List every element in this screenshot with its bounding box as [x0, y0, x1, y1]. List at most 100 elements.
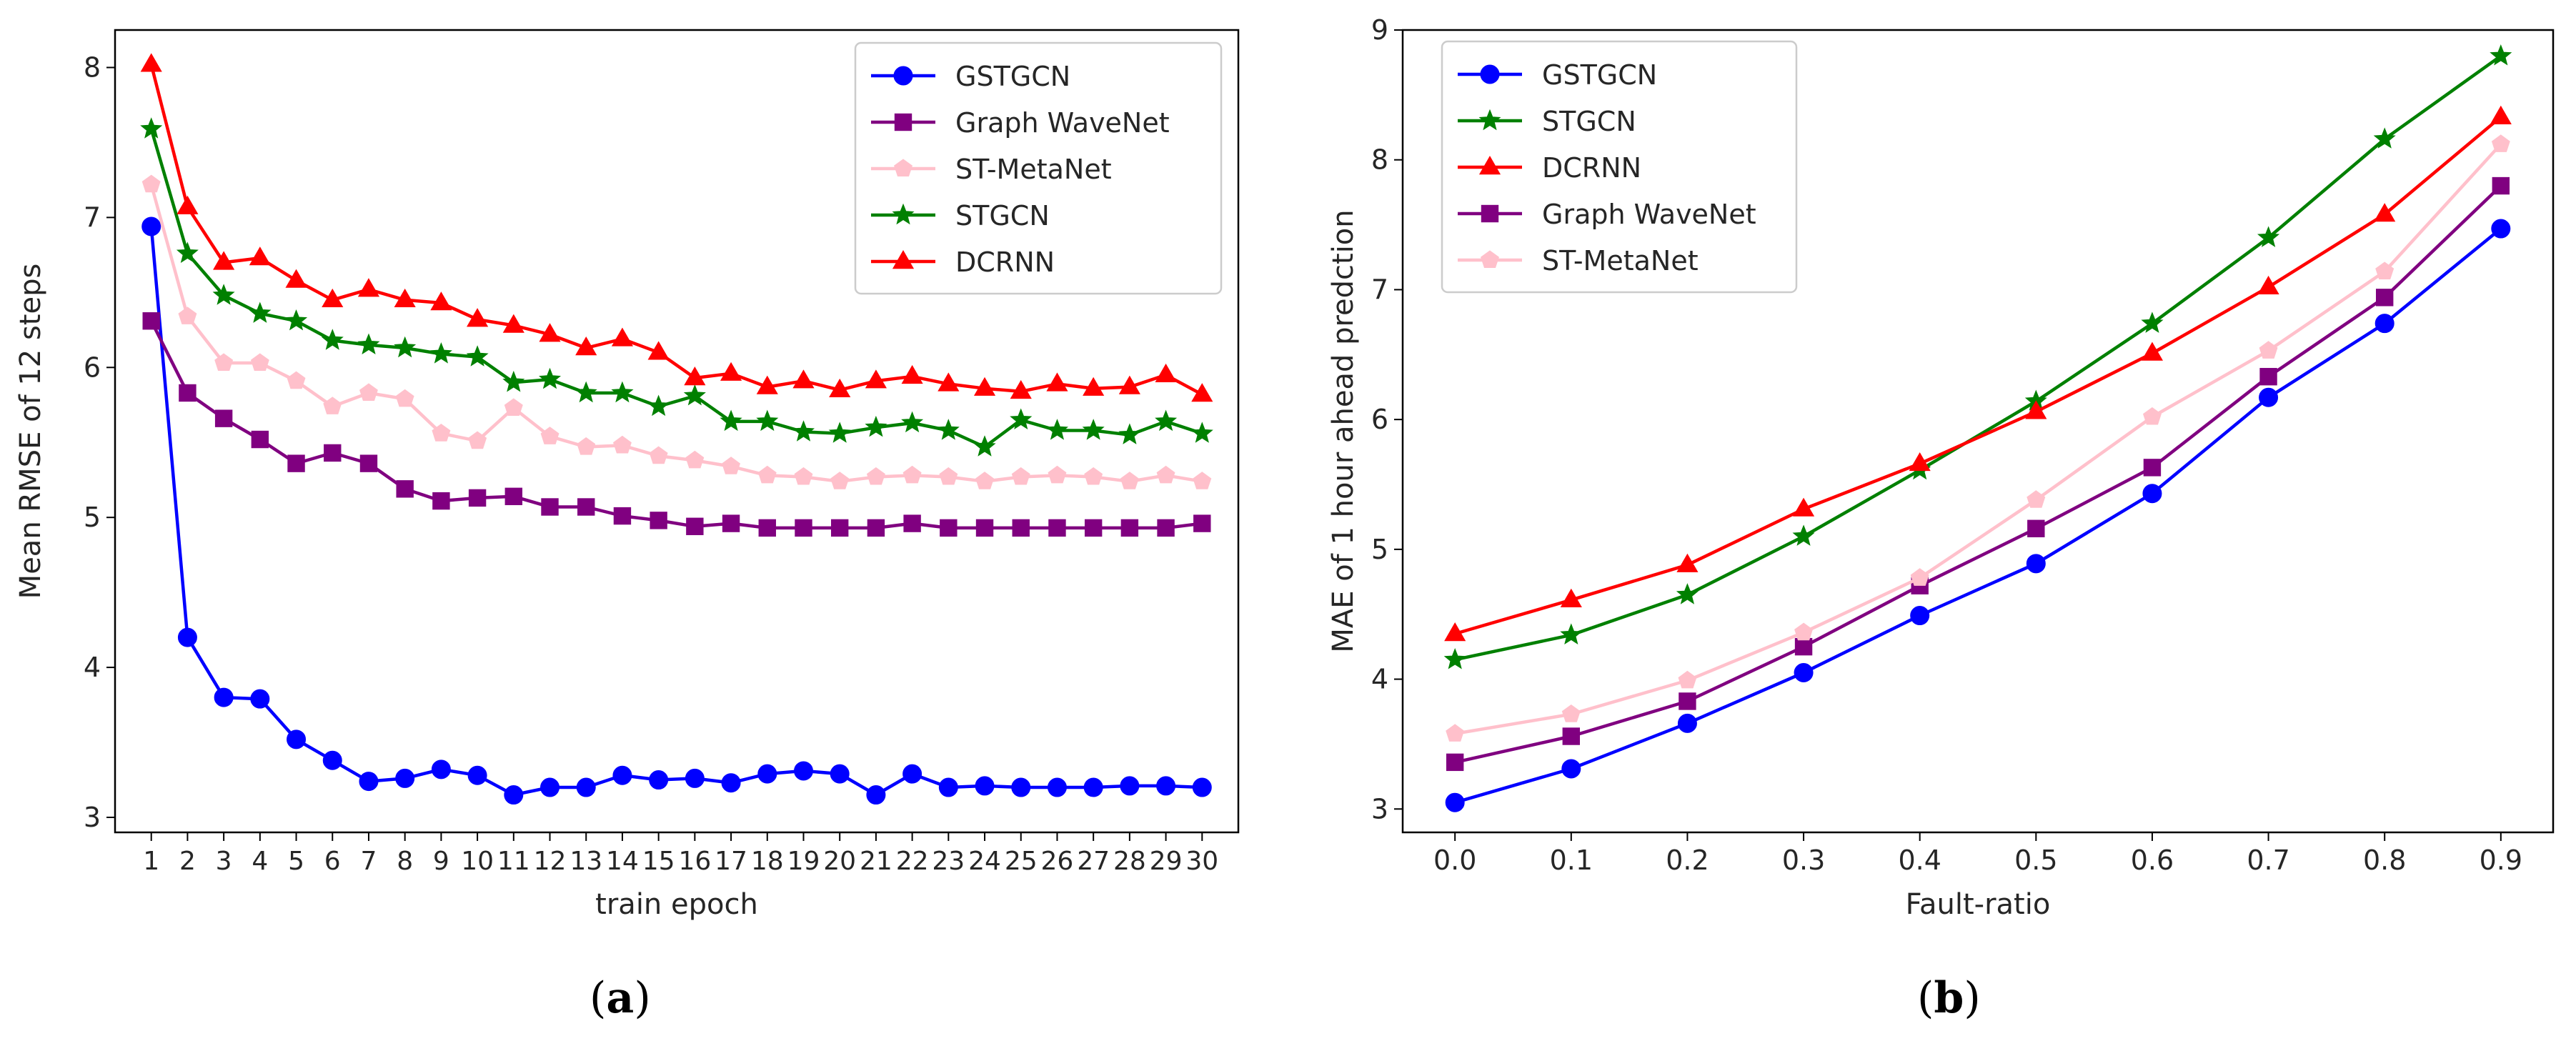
point-gstgcn-a-15: [649, 770, 669, 790]
point-stgcn-a-21: [865, 415, 887, 437]
point-graph-wavenet-a-18: [758, 519, 776, 537]
point-st-metanet-a-3: [214, 353, 234, 371]
caption-a: (a): [590, 973, 651, 1023]
point-stgcn-b-10: [2490, 44, 2512, 66]
point-graph-wavenet-a-29: [1157, 519, 1175, 537]
point-st-metanet-a-19: [794, 467, 813, 485]
point-gstgcn-b-6: [2026, 554, 2046, 574]
point-gstgcn-a-30: [1192, 777, 1212, 797]
legend-entry-graph-wavenet-b: Graph WaveNet: [1458, 199, 1756, 230]
point-gstgcn-a-3: [214, 687, 234, 707]
y-tick-label-b-4: 4: [1371, 664, 1388, 695]
x-tick-label-a-25: 25: [1005, 847, 1038, 876]
y-tick-label-b-7: 7: [1371, 274, 1388, 305]
point-graph-wavenet-b-10: [2492, 176, 2510, 195]
point-stgcn-a-14: [611, 381, 634, 403]
point-stgcn-b-7: [2141, 312, 2164, 333]
point-gstgcn-b-3: [1677, 713, 1697, 733]
x-tick-label-a-6: 6: [324, 847, 341, 876]
point-gstgcn-b-4: [1794, 662, 1814, 682]
point-dcrnn-a-28: [1118, 375, 1140, 394]
point-gstgcn-b-5: [1910, 606, 1930, 626]
point-gstgcn-a-10: [467, 765, 487, 785]
point-gstgcn-a-23: [938, 777, 958, 797]
x-tick-label-a-29: 29: [1150, 847, 1183, 876]
point-graph-wavenet-a-1: [142, 312, 160, 330]
legend-entry-st-metanet-a: ST-MetaNet: [871, 154, 1112, 185]
point-stgcn-b-4: [1792, 524, 1815, 546]
point-stgcn-a-1: [140, 117, 163, 139]
x-tick-label-a-26: 26: [1041, 847, 1074, 876]
point-st-metanet-b-7: [2143, 407, 2162, 425]
point-stgcn-b-2: [1560, 623, 1583, 645]
line-dcrnn-a: [149, 64, 1203, 397]
point-graph-wavenet-a-23: [940, 519, 958, 537]
point-graph-wavenet-a-3: [214, 409, 233, 427]
series-stgcn-b: [1443, 44, 2512, 669]
point-stgcn-a-9: [429, 342, 452, 364]
point-stgcn-a-6: [321, 329, 344, 350]
point-graph-wavenet-a-15: [650, 512, 667, 529]
legend-entry-dcrnn-b: DCRNN: [1458, 152, 1641, 184]
legend-b: GSTGCN STGCN DCRNN Graph WaveNet ST-MetaNet: [1441, 40, 1798, 294]
x-tick-label-a-7: 7: [361, 847, 377, 876]
legend-marker-gstgcn-a: [893, 66, 913, 86]
point-dcrnn-a-12: [539, 323, 561, 342]
x-tick-label-b-9: 0.8: [2363, 845, 2406, 876]
series-dcrnn-b: [1444, 105, 2512, 642]
point-st-metanet-a-8: [395, 389, 414, 407]
x-tick-label-a-15: 15: [642, 847, 675, 876]
point-dcrnn-b-7: [2141, 342, 2164, 361]
point-dcrnn-a-23: [938, 372, 960, 392]
point-dcrnn-a-5: [285, 269, 307, 288]
point-stgcn-a-17: [720, 409, 742, 432]
point-graph-wavenet-a-4: [251, 430, 269, 449]
point-stgcn-a-13: [575, 381, 597, 403]
point-stgcn-b-9: [2373, 127, 2396, 149]
point-gstgcn-a-20: [830, 764, 850, 784]
point-st-metanet-a-9: [432, 423, 451, 442]
point-dcrnn-a-3: [213, 251, 235, 270]
point-stgcn-a-28: [1118, 423, 1141, 444]
point-graph-wavenet-a-6: [324, 444, 342, 462]
line-gstgcn-b: [1454, 227, 2502, 805]
legend-entry-gstgcn-b: GSTGCN: [1458, 59, 1657, 91]
point-graph-wavenet-b-2: [1562, 727, 1581, 745]
point-st-metanet-a-21: [866, 467, 885, 485]
legend-label-dcrnn-b: DCRNN: [1542, 152, 1641, 184]
legend-entry-dcrnn-a: DCRNN: [871, 246, 1055, 278]
point-graph-wavenet-a-5: [287, 454, 305, 472]
x-tick-label-a-14: 14: [606, 847, 639, 876]
legend-entry-stgcn-a: STGCN: [871, 200, 1050, 231]
x-tick-label-a-2: 2: [179, 847, 196, 876]
x-tick-label-a-1: 1: [143, 847, 159, 876]
point-st-metanet-a-18: [757, 465, 777, 484]
point-stgcn-a-5: [284, 309, 308, 331]
x-tick-label-a-16: 16: [678, 847, 711, 876]
point-dcrnn-a-20: [829, 378, 851, 397]
point-stgcn-a-19: [792, 420, 815, 442]
point-stgcn-a-27: [1082, 419, 1105, 440]
legend-label-graph-wavenet-a: Graph WaveNet: [955, 107, 1170, 139]
point-dcrnn-a-8: [394, 288, 416, 308]
point-graph-wavenet-a-24: [975, 519, 994, 537]
x-tick-label-b-4: 0.3: [1782, 845, 1825, 876]
x-tick-label-a-22: 22: [896, 847, 929, 876]
point-gstgcn-b-2: [1561, 759, 1581, 779]
point-dcrnn-a-4: [249, 246, 271, 266]
plot-frame-b: [1401, 29, 2555, 834]
x-tick-label-a-24: 24: [968, 847, 1001, 876]
point-st-metanet-a-11: [504, 398, 523, 416]
legend-entry-graph-wavenet-a: Graph WaveNet: [871, 107, 1170, 139]
x-axis-label-a: train epoch: [595, 888, 758, 921]
point-graph-wavenet-a-11: [504, 487, 523, 506]
point-st-metanet-a-28: [1120, 472, 1139, 489]
point-dcrnn-a-22: [901, 364, 923, 384]
point-st-metanet-a-22: [902, 465, 922, 484]
legend-label-graph-wavenet-b: Graph WaveNet: [1542, 199, 1756, 230]
point-gstgcn-a-29: [1156, 776, 1176, 796]
x-tick-label-a-21: 21: [860, 847, 892, 876]
x-tick-label-a-12: 12: [534, 847, 567, 876]
point-st-metanet-a-24: [975, 472, 994, 489]
legend-marker-graph-wavenet-a: [894, 113, 912, 131]
